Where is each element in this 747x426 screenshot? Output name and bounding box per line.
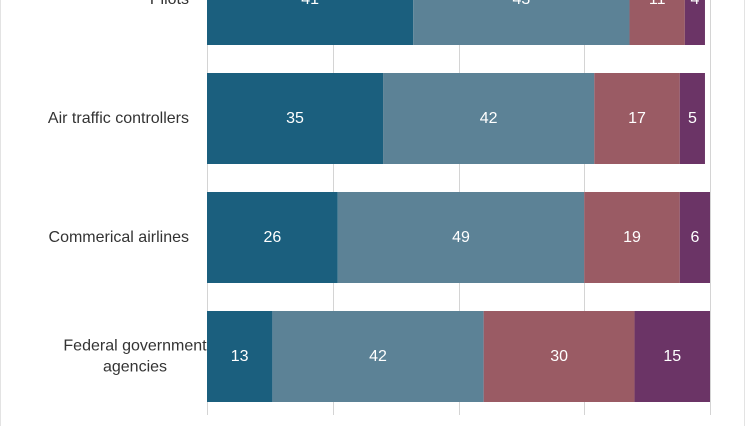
data-label: 11	[649, 0, 666, 8]
data-label: 26	[263, 229, 281, 246]
category-label-line: Air traffic controllers	[48, 110, 189, 127]
category-label: Pilots	[150, 0, 189, 8]
data-label: 19	[623, 229, 641, 246]
data-label: 35	[286, 110, 304, 127]
bar-segment	[413, 0, 630, 45]
bar-segment	[207, 0, 414, 45]
category-label-line: Commerical airlines	[49, 229, 189, 246]
bar-segment	[337, 192, 585, 283]
data-label: 5	[688, 110, 697, 127]
category-label: Federal government agencies	[63, 338, 207, 376]
labels: 41 43 11 4 Pilots 35 42 17 5 Air traffic controll…	[48, 0, 700, 376]
bar-segment	[629, 0, 685, 45]
bar-segment	[679, 192, 710, 283]
data-label: 6	[690, 229, 699, 246]
category-label: Air traffic controllers	[48, 110, 189, 127]
data-label: 41	[301, 0, 319, 8]
category-label-line: Federal government	[63, 338, 207, 355]
category-label-line: agencies	[103, 359, 167, 376]
data-label: 49	[452, 229, 470, 246]
bar-segment	[272, 311, 484, 402]
bar-segment	[207, 73, 384, 164]
bar-segment	[634, 311, 710, 402]
bar-segment	[207, 311, 273, 402]
data-label: 4	[690, 0, 699, 8]
bar-segment	[207, 192, 338, 283]
bars	[207, 0, 710, 402]
category-label-line: Pilots	[150, 0, 189, 8]
data-label: 13	[231, 348, 249, 365]
data-label: 17	[628, 110, 646, 127]
bar-segment	[483, 311, 635, 402]
bar-segment	[584, 192, 680, 283]
data-label: 42	[369, 348, 387, 365]
data-label: 30	[550, 348, 568, 365]
bar-segment	[594, 73, 680, 164]
data-label: 42	[480, 110, 498, 127]
bar-segment	[684, 0, 705, 45]
data-label: 43	[512, 0, 530, 8]
bar-segment	[383, 73, 595, 164]
bar-segment	[679, 73, 705, 164]
category-label: Commerical airlines	[49, 229, 189, 246]
data-label: 15	[663, 348, 681, 365]
